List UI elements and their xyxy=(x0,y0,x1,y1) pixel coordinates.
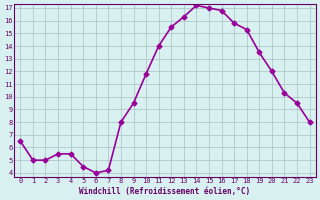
X-axis label: Windchill (Refroidissement éolien,°C): Windchill (Refroidissement éolien,°C) xyxy=(79,187,251,196)
